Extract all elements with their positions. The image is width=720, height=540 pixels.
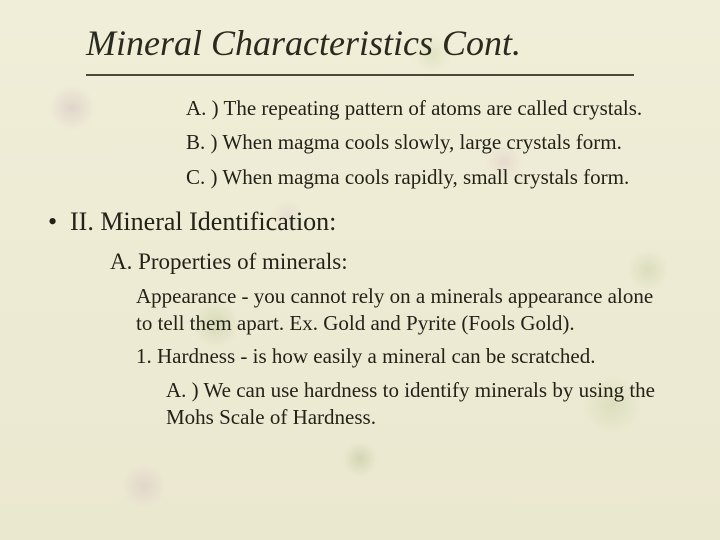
point-b4: A. ) We can use hardness to identify min…	[166, 377, 674, 432]
point-b3a: Appearance - you cannot rely on a minera…	[136, 283, 674, 338]
slide-title: Mineral Characteristics Cont.	[86, 22, 720, 64]
point-a3: C. ) When magma cools rapidly, small cry…	[186, 163, 674, 191]
slide-content: A. ) The repeating pattern of atoms are …	[0, 76, 720, 431]
point-a2: B. ) When magma cools slowly, large crys…	[186, 128, 674, 156]
point-b2: A. Properties of minerals:	[110, 247, 674, 277]
slide: Mineral Characteristics Cont. A. ) The r…	[0, 0, 720, 540]
point-b1: II. Mineral Identification:	[70, 205, 674, 239]
point-b3b: 1. Hardness - is how easily a mineral ca…	[136, 343, 674, 370]
title-wrap: Mineral Characteristics Cont.	[0, 0, 720, 70]
point-a1: A. ) The repeating pattern of atoms are …	[186, 94, 674, 122]
